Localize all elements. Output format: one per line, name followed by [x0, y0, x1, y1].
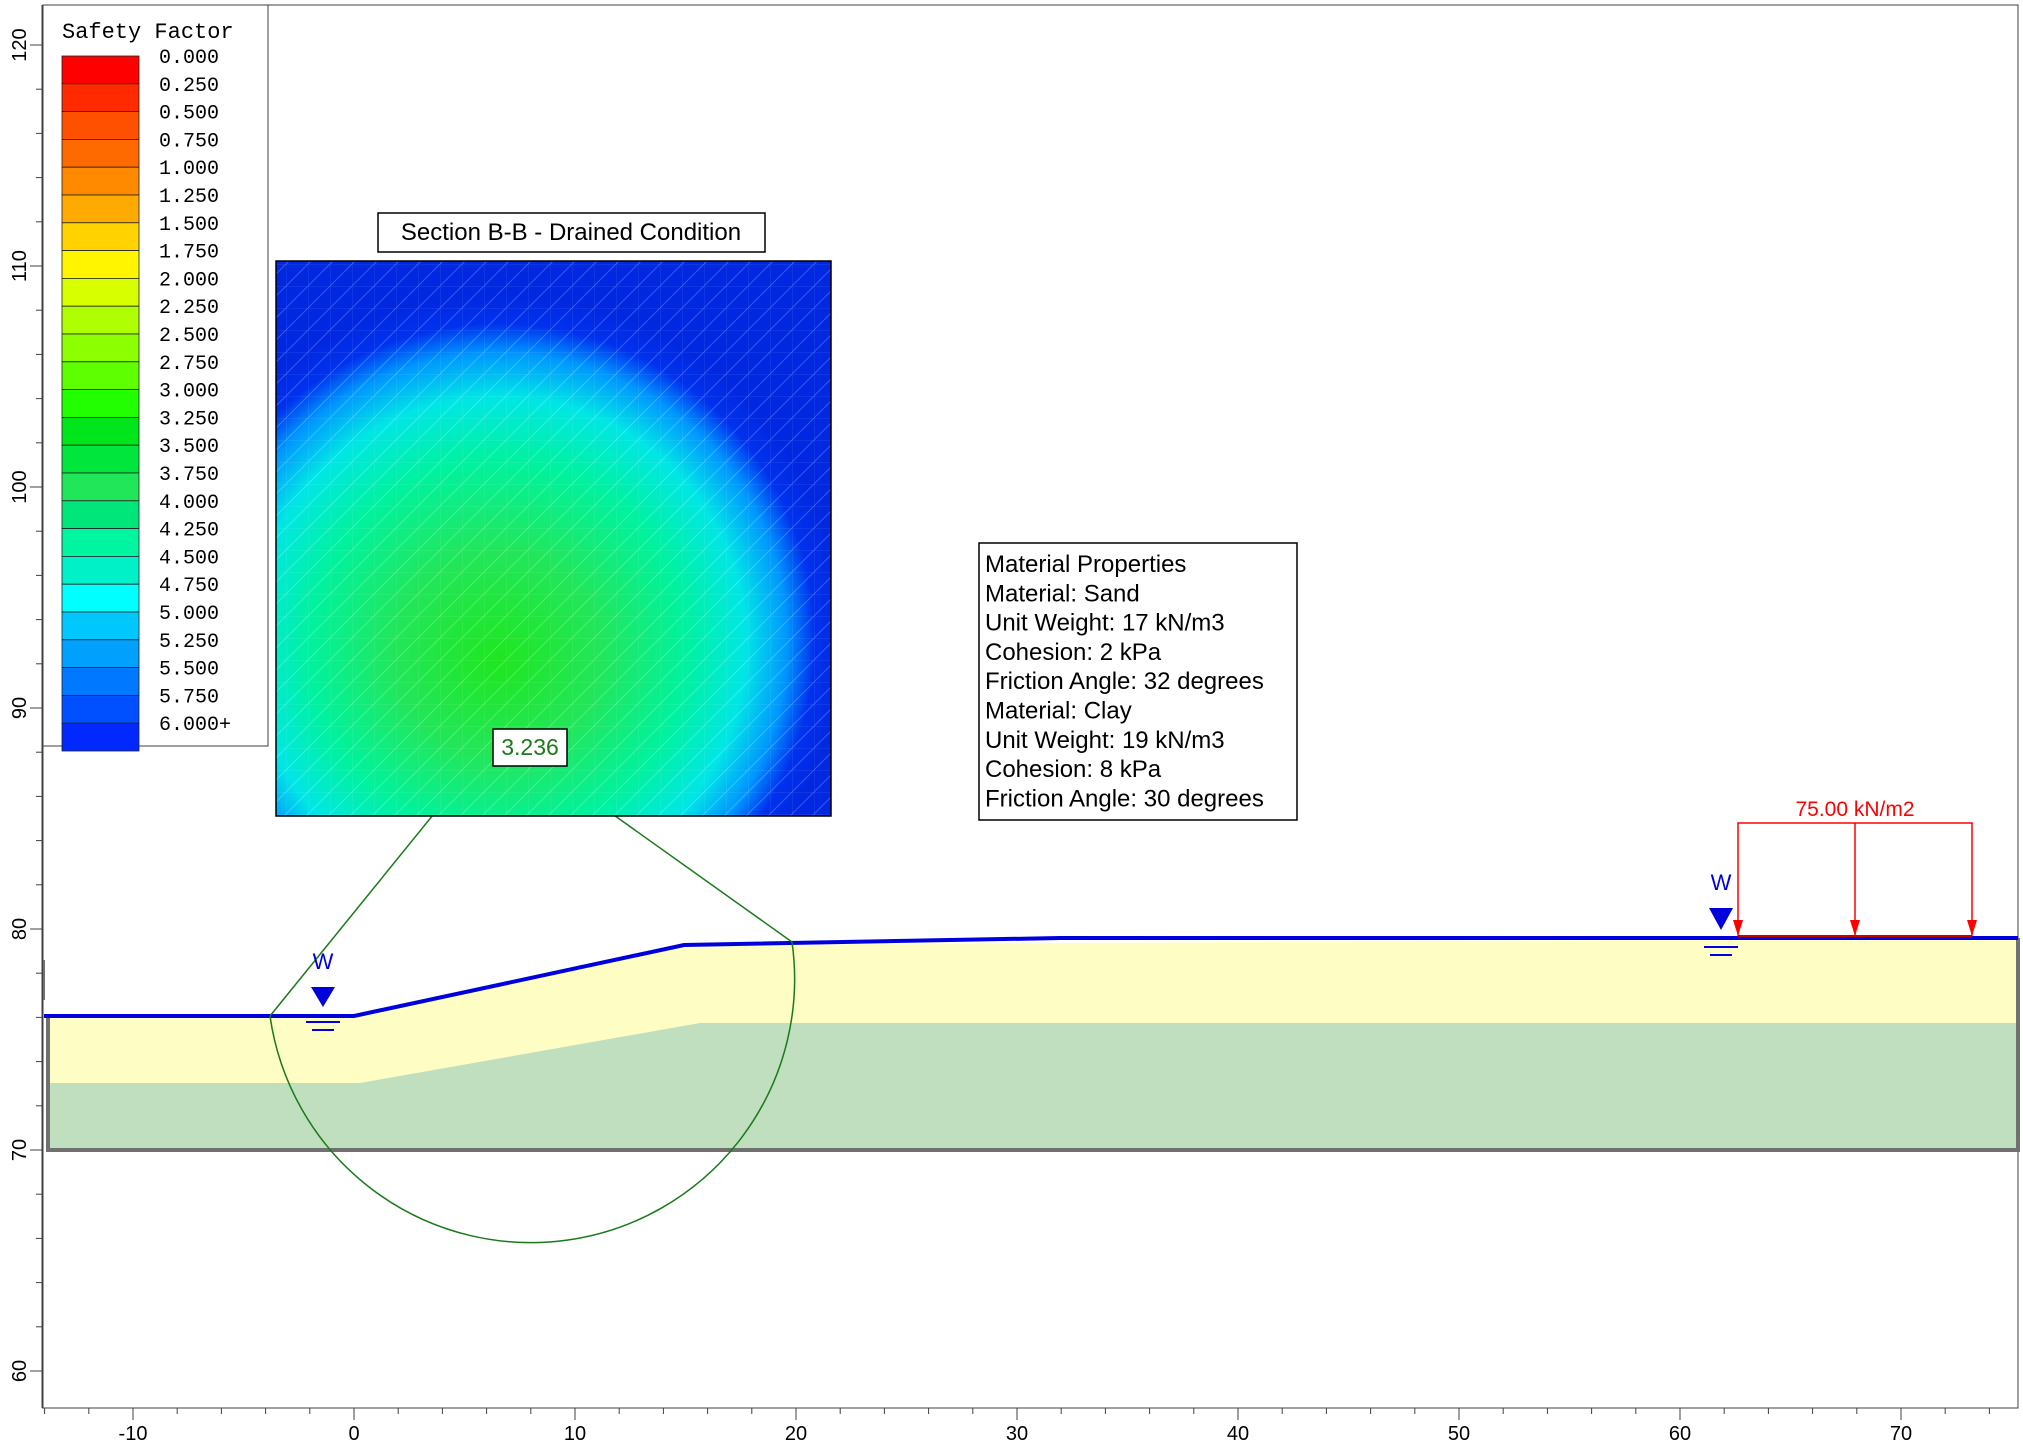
- legend-level-label: 3.500: [159, 436, 219, 459]
- legend-level-label: 0.250: [159, 75, 219, 98]
- legend-level-label: 4.500: [159, 547, 219, 570]
- legend-swatch: [61, 166, 140, 196]
- legend-swatch: [61, 444, 140, 474]
- legend-swatch: [61, 194, 140, 224]
- material-property-line: Unit Weight: 17 kN/m3: [985, 610, 1225, 637]
- x-tick-label: 50: [1448, 1423, 1470, 1444]
- x-tick-label: 20: [785, 1423, 807, 1444]
- legend-level-label: 2.750: [159, 353, 219, 376]
- x-tick-label: 70: [1890, 1423, 1912, 1444]
- legend-level-label: 1.750: [159, 242, 219, 265]
- y-tick-label: 60: [9, 1360, 31, 1382]
- legend-swatch: [61, 583, 140, 613]
- x-tick-label: 60: [1669, 1423, 1691, 1444]
- legend-level-label: 3.000: [159, 381, 219, 404]
- legend-level-label: 0.500: [159, 103, 219, 126]
- legend-level-label: 1.250: [159, 186, 219, 209]
- legend-swatch: [61, 305, 140, 335]
- legend-level-label: 0.000: [159, 47, 219, 70]
- water-table-marker-left: W: [306, 949, 340, 1031]
- legend-level-label: 2.250: [159, 297, 219, 320]
- safety-factor-value: 3.236: [501, 734, 559, 760]
- material-property-line: Material: Clay: [985, 698, 1132, 725]
- y-tick-label: 110: [9, 250, 31, 282]
- water-table-label: W: [313, 949, 334, 974]
- material-property-line: Friction Angle: 30 degrees: [985, 785, 1264, 812]
- slip-surface: [269, 941, 796, 1244]
- legend-level-label: 3.250: [159, 408, 219, 431]
- y-tick-label: 100: [9, 470, 31, 503]
- legend-level-label: 5.750: [159, 686, 219, 709]
- y-tick-label: 120: [9, 28, 31, 61]
- legend-level-label: 5.250: [159, 631, 219, 654]
- load-label: 75.00 kN/m2: [1795, 798, 1914, 821]
- legend-swatch: [61, 472, 140, 502]
- legend-swatch: [61, 528, 140, 557]
- y-tick-label: 80: [9, 918, 31, 940]
- legend-swatch: [61, 695, 140, 724]
- y-axis: 60 70 80 90 100 110 120: [9, 5, 43, 1408]
- legend-swatch: [61, 722, 140, 752]
- inset-title: Section B-B - Drained Condition: [401, 219, 741, 246]
- legend-level-label: 2.000: [159, 269, 219, 292]
- legend-level-label: 4.750: [159, 575, 219, 598]
- legend-level-label: 6.000+: [159, 714, 231, 737]
- legend-level-label: 0.750: [159, 130, 219, 153]
- legend-level-label: 4.000: [159, 492, 219, 515]
- material-property-line: Cohesion: 2 kPa: [985, 639, 1162, 666]
- water-table-marker-right: W: [1704, 870, 1738, 956]
- legend-level-label: 1.500: [159, 214, 219, 237]
- legend-swatch: [61, 416, 140, 446]
- x-tick-label: -10: [119, 1423, 148, 1444]
- legend-swatch: [61, 277, 140, 307]
- legend-swatch: [61, 333, 140, 363]
- legend-level-label: 4.250: [159, 520, 219, 543]
- x-tick-label: 30: [1006, 1423, 1028, 1444]
- legend-level-label: 2.500: [159, 325, 219, 348]
- legend-swatch: [61, 361, 140, 390]
- contour-inset: [275, 260, 832, 817]
- legend-level-label: 5.500: [159, 659, 219, 682]
- legend-swatch: [61, 556, 140, 585]
- distributed-load: 75.00 kN/m2: [1733, 798, 1977, 937]
- model-boundary: [46, 938, 2020, 1152]
- legend-swatch: [61, 389, 140, 418]
- legend-swatch: [61, 222, 140, 252]
- safety-factor-legend: Safety Factor 0.000 0.250 0.500 0.750 1.000 1…: [42, 4, 269, 752]
- legend-title: Safety Factor: [62, 20, 234, 45]
- contour-mesh: [276, 261, 831, 816]
- legend-swatch: [61, 250, 140, 279]
- material-property-line: Material: Sand: [985, 580, 1140, 607]
- material-property-line: Friction Angle: 32 degrees: [985, 668, 1264, 695]
- legend-swatch: [61, 111, 140, 140]
- ground-surface: [44, 936, 2018, 1018]
- x-axis: -10 0 10 20 30 40 50 60 70: [42, 1407, 2018, 1444]
- legend-level-label: 3.750: [159, 464, 219, 487]
- inset-title-box: Section B-B - Drained Condition: [377, 212, 766, 253]
- legend-swatch: [61, 639, 140, 668]
- material-property-line: Cohesion: 8 kPa: [985, 756, 1162, 783]
- material-property-line: Material Properties: [985, 551, 1186, 578]
- safety-factor-label: 3.236: [492, 728, 568, 767]
- clay-layer: [48, 1023, 2018, 1150]
- y-tick-label: 70: [9, 1139, 31, 1161]
- legend-level-label: 5.000: [159, 603, 219, 626]
- legend-swatch: [61, 55, 140, 85]
- material-property-line: Unit Weight: 19 kN/m3: [985, 727, 1225, 754]
- legend-swatch: [61, 667, 140, 696]
- water-table-label: W: [1711, 870, 1732, 895]
- legend-swatch: [61, 611, 140, 641]
- contour-frame: [275, 260, 832, 817]
- x-tick-label: 40: [1227, 1423, 1249, 1444]
- legend-swatch: [61, 83, 140, 113]
- x-tick-label: 0: [348, 1423, 359, 1444]
- legend-swatch: [61, 500, 140, 529]
- y-tick-label: 90: [9, 697, 31, 719]
- legend-level-label: 1.000: [159, 158, 219, 181]
- x-tick-label: 10: [564, 1423, 586, 1444]
- legend-swatch: [61, 138, 140, 168]
